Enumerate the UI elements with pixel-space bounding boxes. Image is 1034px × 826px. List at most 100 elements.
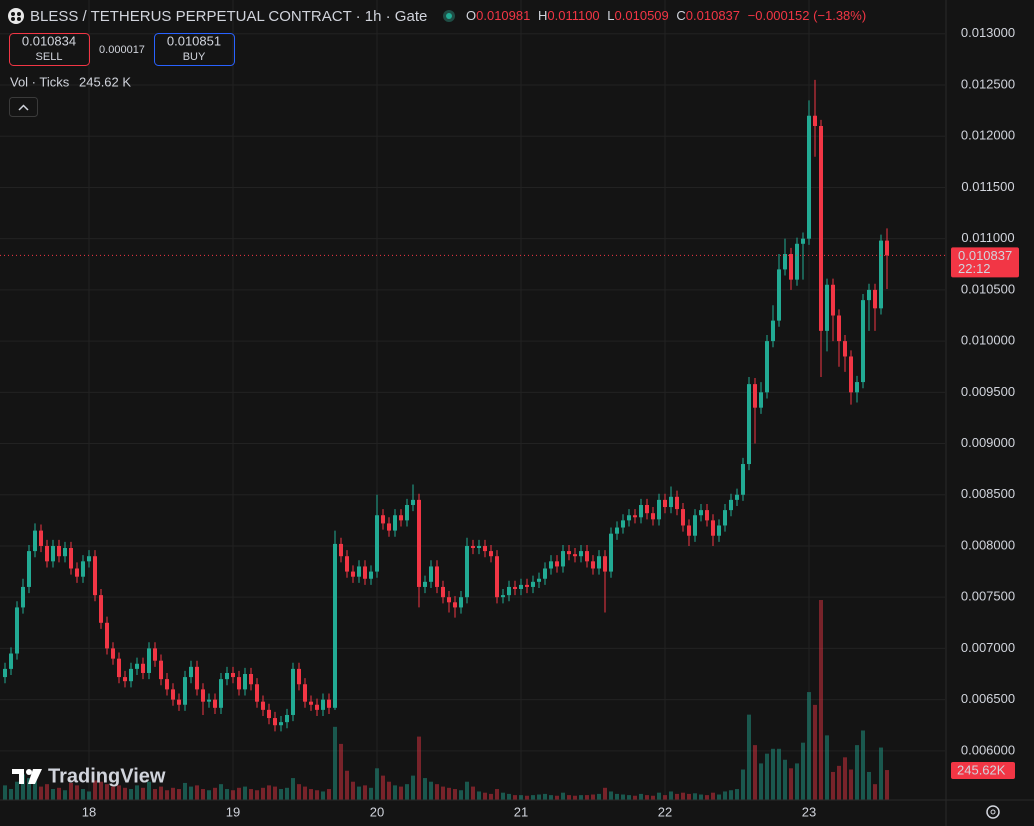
candle-body xyxy=(27,551,31,587)
logo-mark xyxy=(12,769,24,784)
candle-body xyxy=(879,240,883,309)
volume-bar xyxy=(615,793,619,800)
collapse-button[interactable] xyxy=(9,97,38,117)
volume-bar xyxy=(573,795,577,800)
candle-body xyxy=(825,284,829,331)
symbol-icon-dot xyxy=(11,17,15,21)
volume-bar xyxy=(333,726,337,800)
volume-bar xyxy=(855,745,859,800)
settings-button[interactable] xyxy=(986,805,1000,819)
candle-body xyxy=(885,240,889,256)
candle-body xyxy=(225,672,229,680)
volume-bar xyxy=(645,795,649,800)
volume-bar xyxy=(453,789,457,800)
volume-bar xyxy=(261,787,265,800)
sell-price: 0.010834 xyxy=(22,33,76,48)
candle-body xyxy=(57,545,61,557)
candle-body xyxy=(99,595,103,623)
candle-body xyxy=(855,382,859,393)
symbol-icon-dot xyxy=(11,12,15,16)
candle-body xyxy=(765,341,769,393)
candle-body xyxy=(861,300,865,383)
volume-bar xyxy=(195,785,199,800)
buy-price: 0.010851 xyxy=(167,33,221,48)
volume-bar xyxy=(777,748,781,800)
candle-body xyxy=(39,530,43,546)
candle-body xyxy=(255,684,259,702)
candle-body xyxy=(279,722,283,726)
candle-body xyxy=(459,597,463,608)
candle-body xyxy=(81,561,85,577)
volume-value: 245.62 K xyxy=(79,74,131,89)
candle-body xyxy=(753,384,757,408)
sell-button[interactable] xyxy=(9,33,90,66)
last-price-label: 0.010837 xyxy=(958,248,1012,263)
volume-bar xyxy=(231,790,235,800)
candle-body xyxy=(573,554,577,557)
volume-bar xyxy=(69,782,73,800)
candle-body xyxy=(663,499,667,508)
candle-body xyxy=(177,699,181,705)
x-tick-label: 22 xyxy=(658,804,672,819)
volume-bar xyxy=(183,782,187,800)
candle-body xyxy=(453,602,457,608)
volume-bar xyxy=(429,781,433,800)
ohlc: O0.010981 H0.011100 L0.010509 C0.010837 … xyxy=(466,8,866,23)
volume-bar xyxy=(99,781,103,800)
volume-bar xyxy=(753,745,757,800)
candle-body xyxy=(651,513,655,520)
candle-body xyxy=(273,718,277,726)
volume-bar xyxy=(15,781,19,800)
settings-icon xyxy=(990,809,996,815)
volume-bar xyxy=(423,778,427,800)
status-dot xyxy=(446,13,452,19)
y-tick-label: 0.008500 xyxy=(961,486,1015,501)
candle-body xyxy=(321,699,325,710)
volume-bar xyxy=(105,784,109,800)
x-tick-label: 18 xyxy=(82,804,96,819)
volume-bar xyxy=(873,784,877,800)
candle-body xyxy=(723,510,727,526)
volume-bar xyxy=(711,792,715,800)
volume-bar xyxy=(309,789,313,800)
candle-body xyxy=(69,548,73,569)
candle-body xyxy=(387,523,391,531)
volume-bar xyxy=(171,787,175,800)
candle-body xyxy=(159,660,163,680)
candle-body xyxy=(231,672,235,678)
volume-bar xyxy=(525,795,529,800)
volume-bar xyxy=(759,763,763,800)
volume-bar xyxy=(597,793,601,800)
candle-body xyxy=(849,356,853,393)
candle-body xyxy=(357,566,361,577)
candle-body xyxy=(315,704,319,710)
candle-body xyxy=(363,566,367,579)
candle-body xyxy=(21,586,25,608)
candle-body xyxy=(495,556,499,598)
ohlc-key: L xyxy=(607,8,614,23)
price-axis xyxy=(946,0,1034,826)
volume-bar xyxy=(27,778,31,800)
volume-bar xyxy=(213,787,217,800)
volume-bar xyxy=(201,789,205,800)
volume-bar xyxy=(687,793,691,800)
volume-bar xyxy=(381,775,385,800)
y-tick-label: 0.009500 xyxy=(961,384,1015,399)
buy-label: BUY xyxy=(183,51,206,63)
volume-bar xyxy=(609,791,613,800)
y-tick-label: 0.006500 xyxy=(961,691,1015,706)
candle-body xyxy=(699,510,703,516)
candle-body xyxy=(393,515,397,531)
y-tick-label: 0.011000 xyxy=(961,230,1014,245)
volume-bar xyxy=(147,781,151,800)
volume-bar xyxy=(363,785,367,800)
spread: 0.000017 xyxy=(99,44,145,56)
symbol-title[interactable]: BLESS / TETHERUS PERPETUAL CONTRACT · 1h… xyxy=(30,8,427,25)
volume-bar xyxy=(705,795,709,800)
ohlc-key: H xyxy=(538,8,547,23)
candle-body xyxy=(171,689,175,700)
change: −0.000152 (−1.38%) xyxy=(748,8,867,23)
y-tick-label: 0.012500 xyxy=(961,76,1015,91)
buy-button[interactable] xyxy=(154,33,235,66)
candle-body xyxy=(603,556,607,572)
